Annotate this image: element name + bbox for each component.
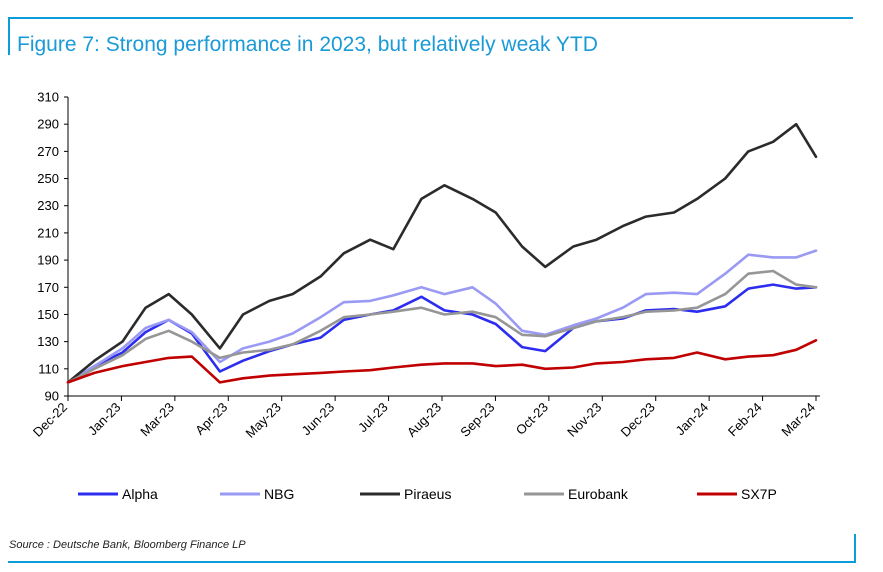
source-note: Source : Deutsche Bank, Bloomberg Financ…: [9, 539, 246, 551]
legend: Alpha NBG Piraeus Eurobank SX7P: [78, 486, 777, 502]
x-tick-label: Jan-23: [85, 400, 124, 439]
legend-label-piraeus: Piraeus: [404, 486, 451, 502]
legend-label-alpha: Alpha: [122, 486, 158, 502]
y-tick-label: 90: [45, 389, 59, 404]
x-tick-label: Oct-23: [513, 400, 551, 438]
x-tick-label: Aug-23: [404, 400, 444, 440]
x-tick-label: Sep-23: [457, 400, 497, 440]
series-line-sx7p: [66, 339, 818, 384]
x-tick-label: Dec-22: [30, 400, 70, 440]
frame-left-rule: [8, 17, 10, 55]
x-tick-label: Feb-24: [725, 400, 765, 440]
x-tick-label: Mar-24: [778, 400, 818, 440]
y-tick-label: 190: [37, 253, 59, 268]
series-line-nbg: [66, 249, 818, 384]
y-tick-label: 250: [37, 171, 59, 186]
y-axis: 90 110 130 150 170 190 210 230 250 270 290 310: [37, 90, 69, 404]
x-tick-label: Jul-23: [355, 400, 391, 436]
legend-label-nbg: NBG: [264, 486, 294, 502]
x-tick-label: May-23: [243, 400, 284, 441]
y-tick-label: 210: [37, 225, 59, 240]
series-line-alpha: [66, 283, 818, 384]
x-tick-label: Jan-24: [673, 400, 712, 439]
x-tick-label: Apr-23: [192, 400, 230, 438]
y-tick-label: 230: [37, 198, 59, 213]
series-line-eurobank: [66, 269, 818, 384]
y-tick-label: 290: [37, 117, 59, 132]
x-axis: Dec-22 Jan-23 Mar-23 Apr-23 May-23 Jun-23 Jul-…: [30, 395, 820, 441]
y-tick-label: 130: [37, 334, 59, 349]
x-tick-label: Dec-23: [618, 400, 658, 440]
legend-label-eurobank: Eurobank: [568, 486, 629, 502]
x-tick-label: Nov-23: [564, 400, 604, 440]
y-tick-label: 310: [37, 90, 59, 105]
legend-label-sx7p: SX7P: [741, 486, 777, 502]
series-line-piraeus: [66, 122, 818, 384]
frame-right-rule: [854, 534, 856, 563]
frame-bottom-rule: [8, 561, 856, 563]
y-tick-label: 170: [37, 280, 59, 295]
x-tick-label: Jun-23: [299, 400, 338, 439]
y-tick-label: 150: [37, 307, 59, 322]
x-tick-label: Mar-23: [137, 400, 177, 440]
series-layer: [66, 122, 818, 384]
frame-top-rule: [8, 17, 853, 19]
y-tick-label: 110: [38, 361, 59, 376]
chart-title: Figure 7: Strong performance in 2023, bu…: [17, 33, 598, 56]
y-tick-label: 270: [37, 144, 59, 159]
